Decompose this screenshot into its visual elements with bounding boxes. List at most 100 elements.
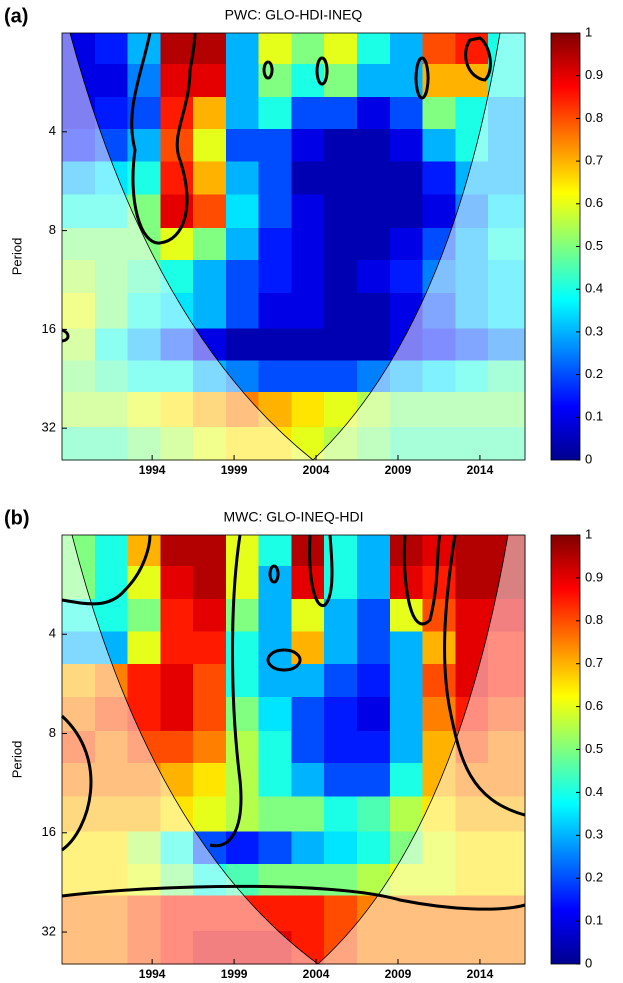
heatmap-cell [324, 260, 358, 294]
significance-contour [266, 648, 302, 672]
heatmap-cell [225, 796, 260, 833]
heatmap-cell [324, 129, 358, 162]
heatmap-cell [357, 161, 391, 195]
heatmap-cell [193, 763, 227, 797]
colorbar-tick-label: 0.4 [585, 281, 603, 296]
heatmap-cell [193, 599, 227, 633]
heatmap-cell [357, 763, 391, 797]
heatmap-cell [193, 129, 227, 162]
heatmap-cell [324, 697, 358, 732]
heatmap-cell [389, 161, 424, 195]
significance-contour [61, 884, 526, 911]
heatmap-cell [258, 599, 292, 633]
heatmap-cell [225, 33, 260, 65]
heatmap-cell [389, 599, 424, 633]
significance-contour [402, 534, 442, 626]
y-tick-label: 4 [49, 123, 56, 138]
heatmap-cell [258, 328, 292, 361]
heatmap-cell [357, 96, 391, 130]
colorbar-tick-label: 0.6 [585, 698, 603, 713]
heatmap-cell [357, 631, 391, 665]
colorbar-tick-label: 0.2 [585, 870, 603, 885]
heatmap-cell [389, 194, 424, 229]
colorbar-tick-label: 0.5 [585, 238, 603, 253]
heatmap-cell [127, 599, 161, 633]
heatmap-cell [160, 697, 194, 732]
colorbar-tick-label: 0.5 [585, 741, 603, 756]
heatmap-cell [225, 328, 260, 361]
heatmap-cell [193, 663, 227, 698]
heatmap-cell [291, 697, 325, 732]
panel-label: (b) [4, 507, 30, 529]
heatmap-cell [389, 227, 424, 261]
heatmap-cell [193, 260, 227, 294]
chart-title: PWC: GLO-HDI-INEQ [225, 7, 363, 23]
heatmap-cell [127, 63, 161, 98]
colorbar-tick-label: 0.3 [585, 323, 603, 338]
heatmap-cell [357, 599, 391, 633]
heatmap-cell [389, 129, 424, 162]
heatmap-cell [455, 565, 489, 600]
y-tick-label: 16 [42, 824, 56, 839]
heatmap-cell [324, 227, 358, 261]
panel-label: (a) [4, 5, 28, 27]
heatmap-cell [258, 194, 292, 229]
heatmap-cell [324, 328, 358, 361]
heatmap-cell [291, 796, 325, 833]
colorbar-tick-label: 0 [585, 955, 592, 970]
heatmap-cell [160, 535, 194, 567]
heatmap-cell [94, 33, 129, 65]
y-tick-label: 32 [42, 420, 56, 435]
significance-contour [315, 56, 329, 86]
heatmap-cell [94, 96, 129, 130]
heatmap-cell [291, 565, 325, 600]
heatmap-cell [324, 63, 358, 98]
heatmap-cell [193, 227, 227, 261]
heatmap-cell [225, 260, 260, 294]
heatmap-cell [258, 763, 292, 797]
significance-contour [268, 564, 280, 584]
x-tick-label: 1994 [139, 463, 166, 477]
heatmap-cell [357, 260, 391, 294]
heatmap-cell [291, 631, 325, 665]
heatmap-cell [357, 129, 391, 162]
colorbar-tick-label: 0.7 [585, 153, 603, 168]
heatmap-cell [422, 599, 456, 633]
heatmap-cell [225, 129, 260, 162]
heatmap-cell [258, 631, 292, 665]
heatmap-cell [389, 33, 424, 65]
heatmap-cell [160, 730, 194, 764]
heatmap-cell [193, 96, 227, 130]
plot-frame [61, 534, 526, 965]
heatmap-cell [422, 96, 456, 130]
heatmap-cell [291, 831, 325, 865]
heatmap-cell [455, 535, 489, 567]
heatmap-cell [258, 831, 292, 865]
colorbar-tick-label: 0.1 [585, 913, 603, 928]
heatmap-cell [422, 663, 456, 698]
colorbar-tick-label: 0.2 [585, 366, 603, 381]
heatmap-cell [357, 227, 391, 261]
heatmap-cell [225, 227, 260, 261]
heatmap-cell [258, 161, 292, 195]
heatmap-cell [94, 565, 129, 600]
heatmap-cell [160, 161, 194, 195]
x-tick-label: 2009 [385, 463, 412, 477]
heatmap-cell [160, 96, 194, 130]
heatmap-cell [357, 663, 391, 698]
colorbar-tick-label: 0.9 [585, 569, 603, 584]
colorbar-tick-label: 0.8 [585, 612, 603, 627]
heatmap-cell [258, 33, 292, 65]
heatmap-cell [422, 129, 456, 162]
colorbar-tick-label: 0.4 [585, 784, 603, 799]
x-tick-label: 1999 [221, 463, 248, 477]
heatmap-cell [291, 895, 325, 932]
heatmap-cell [193, 293, 227, 329]
heatmap-cell [258, 535, 292, 567]
colorbar-tick-label: 1 [585, 24, 592, 39]
y-axis-label: Period [9, 238, 24, 276]
heatmap-cell [389, 260, 424, 294]
heatmap-cell [258, 864, 292, 897]
significance-contour [60, 714, 93, 852]
